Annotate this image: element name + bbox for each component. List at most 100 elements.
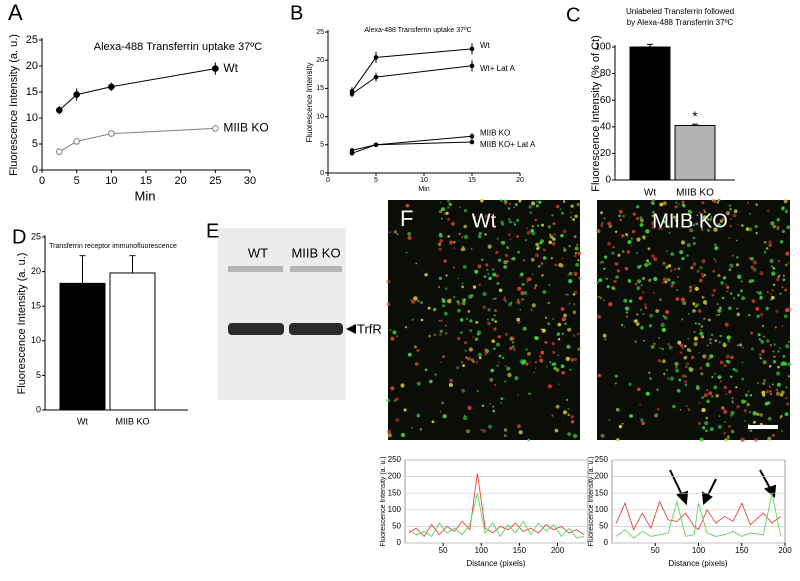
speckle (785, 386, 788, 389)
y-tick-label: 5 (320, 142, 324, 149)
x-tick-label: 0 (326, 177, 330, 184)
speckle (784, 209, 789, 214)
speckle (478, 283, 482, 287)
speckle (727, 424, 732, 429)
speckle (666, 369, 668, 371)
speckle (713, 199, 717, 204)
speckle (517, 424, 521, 429)
speckle (737, 224, 740, 226)
speckle (508, 302, 512, 307)
speckle (714, 339, 717, 342)
speckle (386, 398, 391, 403)
speckle (688, 349, 692, 353)
speckle (513, 348, 516, 352)
speckle (528, 205, 532, 209)
speckle (520, 272, 524, 276)
speckle (712, 288, 717, 293)
speckle (724, 322, 729, 327)
speckle (438, 319, 441, 322)
speckle (554, 263, 558, 267)
speckle (662, 261, 666, 265)
speckle (741, 399, 746, 404)
speckle (566, 293, 569, 296)
speckle (755, 232, 758, 235)
speckle (640, 325, 644, 330)
speckle (492, 409, 496, 413)
speckle (573, 303, 576, 306)
speckle (424, 273, 428, 277)
speckle (748, 279, 753, 284)
speckle (787, 362, 792, 367)
x-tick-label: 100 (692, 546, 706, 555)
speckle (703, 208, 706, 212)
speckle (433, 307, 437, 312)
speckle (601, 260, 604, 264)
data-point (212, 65, 219, 72)
speckle (736, 312, 740, 317)
speckle (767, 209, 770, 212)
speckle (726, 335, 731, 340)
y-tick-label: 150 (388, 488, 402, 497)
speckle (662, 359, 666, 364)
y-tick-label: 25 (316, 29, 324, 36)
speckle (637, 387, 641, 392)
speckle (511, 341, 514, 344)
speckle (644, 262, 649, 268)
speckle (768, 364, 772, 368)
speckle (752, 260, 757, 265)
y-tick-label: 5 (36, 370, 41, 380)
series-line (615, 500, 781, 531)
micrographs (386, 198, 792, 442)
speckle (687, 407, 690, 410)
speckle (577, 259, 580, 262)
speckle (649, 278, 652, 281)
speckle (777, 275, 780, 278)
speckle (568, 279, 573, 284)
speckle (719, 219, 723, 223)
speckle (533, 371, 535, 374)
speckle (539, 355, 542, 358)
speckle (518, 199, 522, 203)
speckle (574, 358, 578, 361)
speckle (561, 266, 564, 268)
chart: 0 20 40 60 80 100 Wt MIIB KO * Unlabeled Transfer… (566, 4, 735, 199)
panel-letter: C (566, 4, 580, 26)
speckle (765, 306, 769, 311)
chart-title: by Alexa-488 Transferrin 37ºC (627, 18, 734, 27)
speckle (551, 342, 555, 346)
speckle (759, 353, 762, 356)
speckle (534, 218, 537, 222)
speckle (549, 361, 552, 364)
speckle (759, 312, 764, 317)
speckle (395, 418, 400, 423)
speckle (662, 201, 667, 206)
speckle (784, 263, 788, 267)
data-point (73, 91, 80, 98)
speckle (636, 252, 639, 254)
speckle (615, 408, 618, 411)
speckle (716, 314, 718, 317)
micrograph (597, 200, 790, 440)
speckle (459, 318, 464, 322)
speckle (672, 404, 676, 409)
speckle (731, 254, 734, 257)
speckle (757, 382, 760, 385)
speckle (395, 397, 399, 401)
speckle (773, 283, 776, 286)
speckle (521, 282, 525, 287)
speckle (549, 234, 554, 239)
speckle (526, 280, 529, 283)
speckle (494, 309, 497, 312)
speckle (537, 265, 541, 268)
speckle (464, 349, 467, 352)
speckle (413, 345, 417, 349)
speckle (541, 273, 544, 277)
speckle (763, 240, 767, 244)
speckle (505, 332, 509, 336)
speckle (570, 357, 575, 362)
speckle (532, 273, 534, 276)
speckle (674, 205, 678, 209)
image-label: MIIB KO (652, 210, 728, 232)
speckle (560, 306, 565, 312)
speckle (701, 228, 704, 232)
